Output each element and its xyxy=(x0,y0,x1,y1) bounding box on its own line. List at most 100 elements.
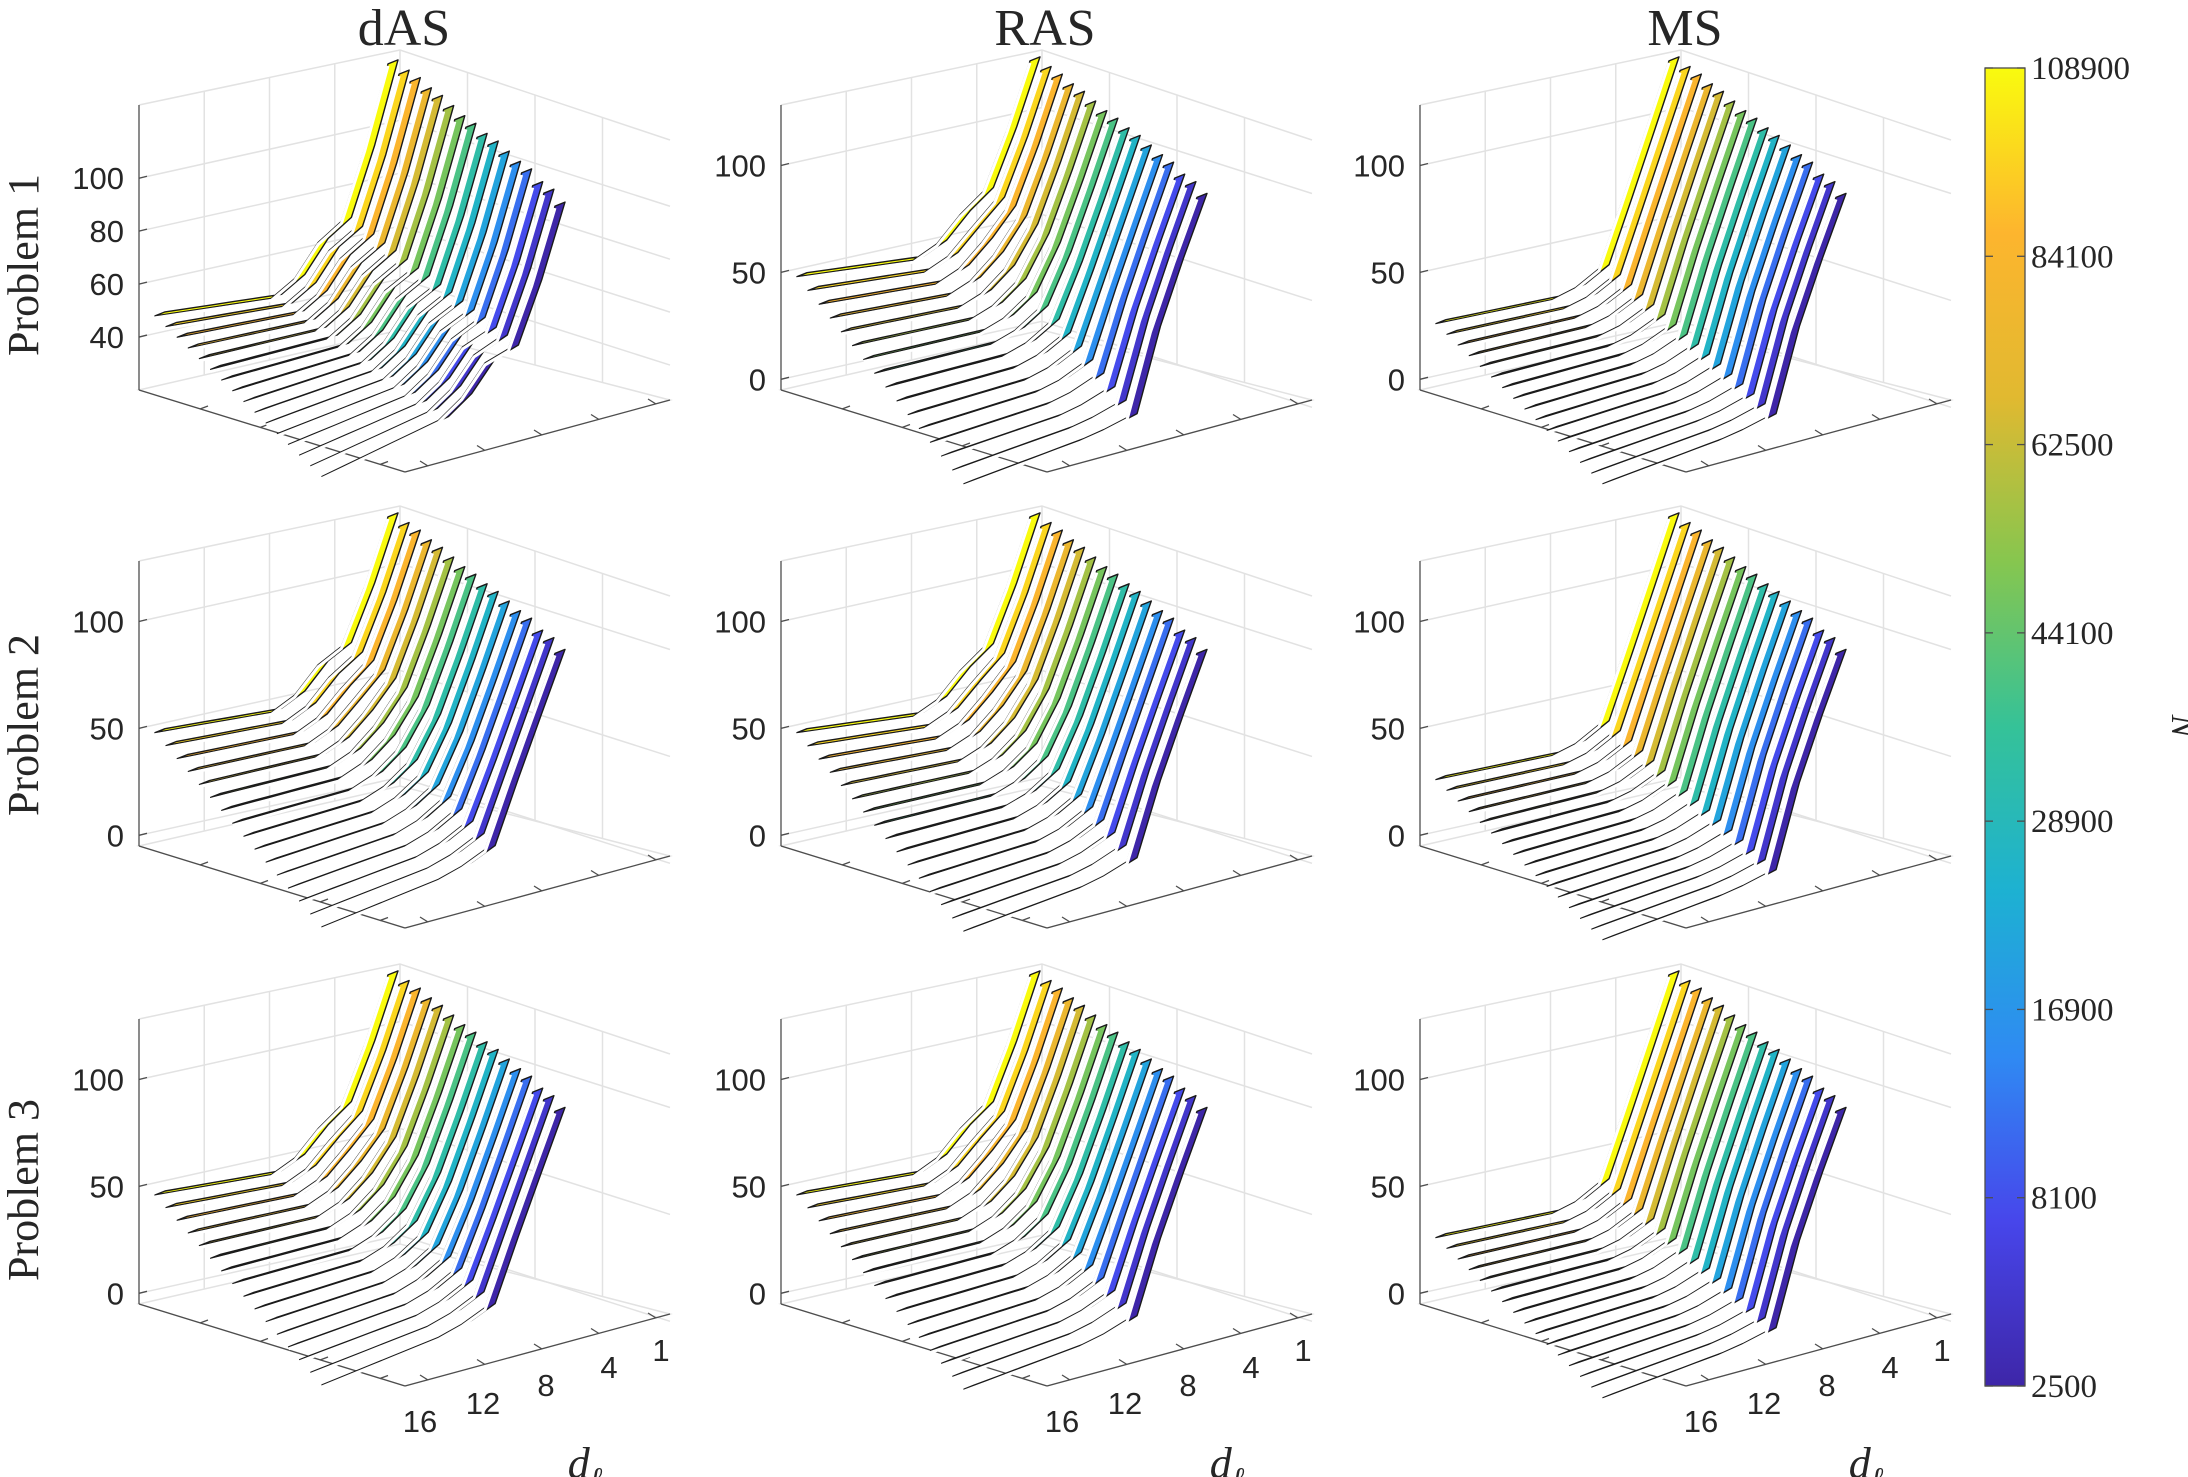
ribbon-edge xyxy=(896,596,1132,856)
ribbon-edge xyxy=(254,146,490,416)
ribbon-edge xyxy=(1480,552,1715,826)
z-tick-label: 100 xyxy=(1353,149,1405,184)
ribbon-edge xyxy=(1469,545,1704,816)
ribbon-series xyxy=(221,1023,466,1272)
z-tick-mark xyxy=(780,376,790,380)
d-tick-mark xyxy=(1175,1343,1185,1350)
column-title-das: dAS xyxy=(358,0,450,57)
ribbon-edge xyxy=(221,1030,457,1275)
z-tick-label: 50 xyxy=(732,255,766,290)
ribbon-edge xyxy=(930,167,1166,446)
z-tick-mark xyxy=(780,1290,790,1294)
ribbon-edge xyxy=(1491,562,1727,837)
colorbar-tick-label: 62500 xyxy=(2031,428,2114,464)
ribbon-series xyxy=(1468,997,1714,1271)
ribbon-edge xyxy=(896,1054,1132,1315)
ribbon-series xyxy=(209,556,455,799)
ribbon-edge xyxy=(210,1020,446,1262)
ribbon-edge xyxy=(310,1101,546,1376)
d-tick-mark xyxy=(476,444,486,452)
d-tick-mark xyxy=(647,1312,657,1319)
ribbon-edge xyxy=(1546,606,1782,890)
ribbon-series xyxy=(1535,590,1780,877)
ribbon-edge xyxy=(1602,198,1838,488)
ribbon-series xyxy=(198,94,444,360)
ribbon-series xyxy=(885,1041,1130,1300)
d-tick-mark xyxy=(1871,413,1881,421)
z-tick-label: 0 xyxy=(749,1276,766,1311)
d-tick-mark xyxy=(1289,1312,1299,1319)
z-tick-label: 50 xyxy=(1371,711,1405,746)
z-tick-mark xyxy=(1419,1183,1429,1188)
z-tick-mark xyxy=(1419,618,1429,623)
ribbon-edge xyxy=(1524,133,1760,413)
ribbon-edge xyxy=(1580,179,1816,466)
ribbon-edge xyxy=(874,1037,1110,1290)
ribbon-edge xyxy=(930,1081,1166,1354)
ribbon-edge xyxy=(310,194,546,470)
ribbon-edge xyxy=(907,606,1143,869)
colorbar-ticks: 108900 84100 62500 44100 28900 16900 8100 2500 xyxy=(1985,51,2130,1405)
ribbon-edge xyxy=(188,545,423,775)
z-tick-mark xyxy=(138,832,148,836)
d-tick-mark xyxy=(1700,916,1710,923)
ribbon-edge xyxy=(265,1064,501,1326)
z-tick-label: 50 xyxy=(732,1169,766,1204)
ribbon-edge xyxy=(863,116,1099,363)
ribbon-edge xyxy=(941,635,1177,909)
ribbon-edge xyxy=(885,589,1121,843)
ribbon-edge xyxy=(1569,623,1805,912)
ribbon-edge xyxy=(254,596,490,853)
ribbon-series xyxy=(1435,512,1680,781)
ribbon-series xyxy=(276,1067,522,1336)
z-tick-label: 50 xyxy=(1371,255,1405,290)
ribbon-edge xyxy=(896,140,1132,405)
colorbar-tick-label: 2500 xyxy=(2031,1369,2097,1405)
ribbon-edge xyxy=(176,535,412,763)
ribbon-edge xyxy=(852,106,1088,350)
ribbon-series xyxy=(1524,127,1769,410)
d-tick-mark xyxy=(476,1358,486,1366)
ribbon-edge xyxy=(863,572,1099,816)
ribbon-edge xyxy=(310,643,546,918)
ribbon-series xyxy=(929,617,1175,893)
x-axis-label-subscript: ℓ xyxy=(1871,1462,1884,1477)
d-tick-mark xyxy=(1118,900,1128,908)
row-title-problem-1: Problem 1 xyxy=(0,174,48,356)
ribbon-series xyxy=(1557,153,1803,442)
ribbon-series xyxy=(952,1094,1197,1378)
ribbon-series xyxy=(896,590,1141,853)
ribbon-edge xyxy=(1591,1101,1827,1391)
z-tick-label: 40 xyxy=(90,320,124,355)
d-tick-mark xyxy=(1757,1358,1767,1366)
z-tick-mark xyxy=(780,618,790,623)
ribbon-series xyxy=(1502,1023,1747,1303)
ribbon-series xyxy=(265,600,510,863)
ribbon-edge xyxy=(1457,79,1693,349)
ribbon-edge xyxy=(941,1093,1177,1367)
ribbon-edge xyxy=(1513,1037,1749,1316)
z-tick-mark xyxy=(1419,1076,1429,1081)
ribbon-series xyxy=(885,127,1130,388)
ribbon-edge xyxy=(819,535,1054,763)
x-axis-label-subscript: ℓ xyxy=(590,1462,603,1477)
ribbon-series xyxy=(1579,1087,1825,1378)
ribbon-edge xyxy=(796,518,1032,737)
ribbon-edge xyxy=(1591,643,1827,933)
ribbon-edge xyxy=(1491,106,1727,381)
ribbon-edge xyxy=(874,579,1110,829)
ribbon-series xyxy=(1446,521,1691,792)
ribbon-series xyxy=(796,56,1041,278)
ribbon-edge xyxy=(1502,572,1738,848)
ribbon-edge xyxy=(232,1037,468,1288)
n-tick-mark xyxy=(319,898,329,903)
ribbon-edge xyxy=(221,121,457,384)
d-axis xyxy=(1685,399,1952,473)
d-tick-mark xyxy=(647,854,657,861)
ribbon-edge xyxy=(1513,123,1749,402)
z-tick-label: 50 xyxy=(90,711,124,746)
ribbon-edge xyxy=(1502,1030,1738,1306)
ribbon-series xyxy=(1457,987,1703,1260)
ribbon-series xyxy=(276,610,522,876)
